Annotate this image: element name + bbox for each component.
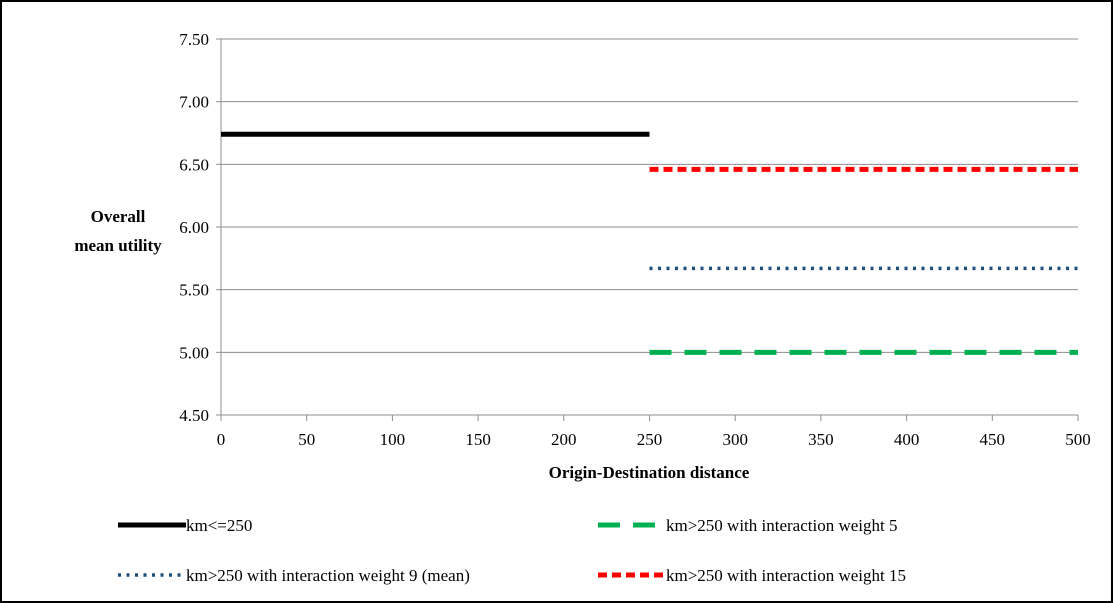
- legend-label-1: km<=250: [186, 516, 252, 535]
- y-tick-label: 7.50: [179, 30, 209, 49]
- grid-lines: [216, 38, 1078, 416]
- series-lines: [221, 131, 1078, 355]
- x-tick-label: 100: [380, 430, 406, 449]
- x-tick-label: 500: [1065, 430, 1091, 449]
- x-tick-label: 400: [894, 430, 920, 449]
- x-axis-title: Origin-Destination distance: [549, 463, 750, 482]
- legend-label-2: km>250 with interaction weight 5: [666, 516, 898, 535]
- y-tick-label: 4.50: [179, 406, 209, 425]
- x-tick-label: 50: [298, 430, 315, 449]
- legend-label-4: km>250 with interaction weight 15: [666, 566, 906, 585]
- x-tick-label: 250: [637, 430, 663, 449]
- y-axis-title-line2: mean utility: [74, 236, 162, 255]
- x-tick-label: 200: [551, 430, 577, 449]
- y-tick-label: 6.00: [179, 218, 209, 237]
- x-tick-label: 350: [808, 430, 834, 449]
- x-tick-labels: 0 50 100 150 200 250 300 350 400 450 500: [217, 430, 1091, 449]
- legend: km<=250 km>250 with interaction weight 5 k…: [118, 516, 906, 585]
- axes: [220, 39, 1079, 421]
- x-tick-label: 0: [217, 430, 226, 449]
- legend-label-3: km>250 with interaction weight 9 (mean): [186, 566, 470, 585]
- y-axis-title-line1: Overall: [91, 207, 146, 226]
- y-tick-label: 7.00: [179, 93, 209, 112]
- y-tick-labels: 7.50 7.00 6.50 6.00 5.50 5.00 4.50: [179, 30, 209, 425]
- x-tick-label: 300: [722, 430, 748, 449]
- y-tick-label: 6.50: [179, 155, 209, 174]
- x-tick-label: 150: [465, 430, 491, 449]
- x-tick-label: 450: [980, 430, 1006, 449]
- y-tick-label: 5.50: [179, 281, 209, 300]
- y-tick-label: 5.00: [179, 343, 209, 362]
